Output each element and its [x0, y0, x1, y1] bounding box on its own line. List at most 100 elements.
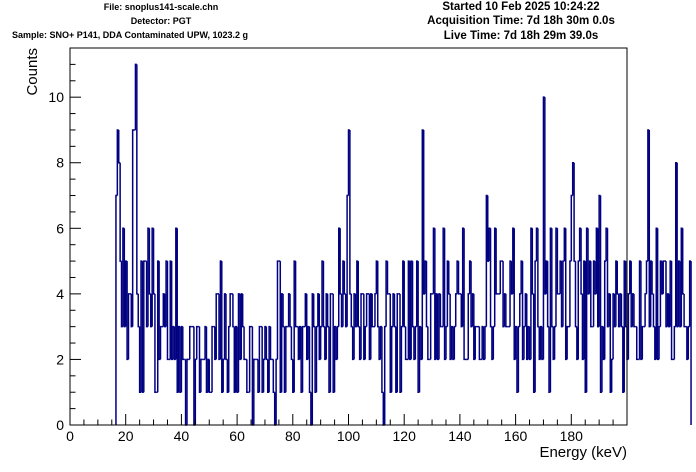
x-tick-label: 140 [448, 428, 472, 444]
histogram-bin [573, 162, 576, 262]
histogram-bin [534, 260, 537, 393]
histogram-bin [186, 358, 189, 425]
histogram-bin [289, 293, 292, 328]
histogram-bin [566, 325, 569, 360]
histogram-bin [484, 325, 487, 360]
x-tick-label: 160 [504, 428, 528, 444]
histogram-bin [569, 260, 572, 327]
histogram-bin [439, 293, 442, 328]
histogram-bin [453, 325, 456, 360]
histogram-bin [620, 293, 623, 328]
histogram-bin [517, 325, 520, 393]
histogram-bin [457, 261, 460, 295]
histogram-bin [315, 325, 318, 393]
x-tick-label: 80 [285, 428, 301, 444]
histogram-bin [403, 261, 406, 328]
histogram-bin [208, 359, 211, 393]
histogram-bin [215, 293, 218, 360]
histogram-bin [627, 293, 630, 360]
histogram-bin [448, 261, 451, 295]
x-tick-label: 100 [337, 428, 361, 444]
histogram-bin [290, 326, 293, 361]
histogram-bin [127, 293, 130, 360]
histogram-bin [683, 293, 686, 328]
histogram-bin [241, 293, 245, 328]
histogram-bin [189, 325, 192, 360]
histogram-bin [580, 228, 583, 295]
histogram-bin [616, 261, 619, 295]
histogram-bin [556, 228, 559, 295]
histogram-bin [371, 293, 374, 328]
histogram-bin [115, 194, 118, 425]
histogram-bin [386, 261, 389, 295]
histogram-bin [495, 228, 498, 295]
histogram-bin [326, 293, 329, 328]
y-tick-label: 4 [56, 286, 64, 302]
histogram-bin [505, 293, 508, 328]
histogram-bin [182, 326, 185, 361]
histogram-bin [658, 325, 661, 360]
histogram-bin [194, 358, 197, 425]
histogram-bin [346, 194, 349, 327]
histogram-bin [275, 358, 278, 425]
sample-label: Sample: SNO+ P141, DDA Contaminated UPW,… [12, 30, 248, 40]
histogram-bin [652, 293, 655, 328]
histogram-bin [148, 228, 151, 295]
histogram-bin [645, 260, 648, 294]
histogram-bin [339, 228, 342, 295]
histogram-bin [492, 325, 495, 360]
histogram-bin [374, 293, 377, 327]
histogram-bin [553, 325, 556, 360]
x-axis: 0 20 40 60 80 100 120 140 160 180 [66, 414, 628, 444]
y-tick-label: 8 [56, 155, 64, 171]
histogram-bin [119, 162, 122, 262]
histogram-bin [225, 293, 228, 361]
histogram-bin [474, 325, 477, 360]
histogram-bin [537, 228, 540, 328]
live-time-label: Live Time: 7d 18h 29m 39.0s [443, 30, 599, 42]
histogram-bin [357, 261, 360, 328]
histogram-bin [365, 293, 368, 327]
y-tick-label: 10 [48, 89, 64, 105]
histogram-bin [301, 325, 304, 393]
histogram-bin [610, 358, 614, 393]
histogram-bin [154, 293, 157, 393]
histogram-bin [229, 293, 232, 327]
histogram-bin [381, 326, 384, 393]
histogram-bin [364, 325, 367, 360]
histogram-bin [227, 325, 231, 393]
histogram-bin [383, 325, 387, 425]
histogram-bin [276, 260, 279, 360]
histogram-bin [603, 260, 607, 360]
histogram-bin [562, 260, 565, 327]
histogram-bin [546, 261, 550, 328]
histogram-bin [574, 261, 577, 328]
histogram-bin [285, 325, 288, 393]
histogram-bin [519, 293, 522, 327]
histogram-bin [166, 261, 169, 361]
y-tick-label: 2 [56, 351, 64, 367]
x-axis-label: Energy (keV) [539, 444, 627, 461]
histogram-bin [159, 325, 162, 360]
histogram-bin [253, 358, 256, 425]
histogram-bin [590, 261, 593, 328]
histogram-bin [499, 260, 502, 294]
histogram-bin [222, 358, 225, 393]
histogram-bin [478, 326, 481, 361]
histogram-bin [463, 228, 466, 361]
y-tick-label: 0 [56, 417, 64, 433]
histogram-bin [131, 129, 135, 327]
y-tick-label: 6 [56, 220, 64, 236]
histogram-bin [411, 261, 414, 328]
histogram-bin [294, 261, 297, 328]
histogram-bin [467, 293, 470, 360]
histogram-bin [143, 260, 146, 393]
histogram-bin [376, 261, 380, 328]
histogram-bin [262, 358, 265, 393]
histogram-bin [258, 325, 261, 393]
histogram-bin [670, 261, 673, 361]
histogram-bin [531, 228, 534, 295]
histogram-bin [523, 325, 526, 360]
histogram-bin [248, 325, 252, 393]
